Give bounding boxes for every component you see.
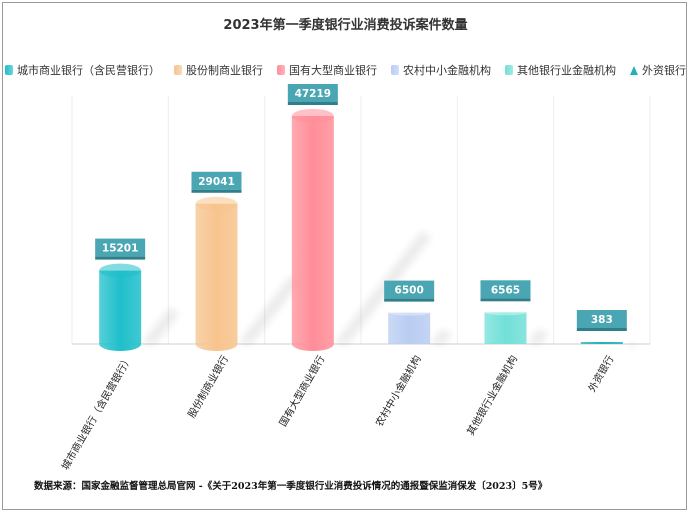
data-label-edge (576, 328, 627, 331)
bar[interactable] (99, 270, 142, 351)
bar-group[interactable]: 6565 (480, 280, 549, 344)
data-label: 6565 (491, 284, 520, 296)
bar-shadow (526, 328, 549, 344)
data-label: 47219 (295, 88, 332, 100)
chart-legend: 城市商业银行（含民营银行） 股份制商业银行 国有大型商业银行 农村中小金融机构 其他银行… (0, 62, 691, 78)
legend-label: 城市商业银行（含民营银行） (17, 64, 160, 77)
bar-top (99, 263, 142, 278)
data-label-box (191, 171, 242, 190)
bar-shadow (141, 307, 180, 344)
legend-item[interactable]: 城市商业银行（含民营银行） (5, 62, 160, 78)
x-tick-label: 城市商业银行（含民营银行） (59, 353, 135, 472)
chart-title: 2023年第一季度银行业消费投诉案件数量 (223, 18, 468, 33)
bar-top (388, 309, 431, 316)
legend-swatch (277, 65, 285, 75)
data-source-note: 数据来源：国家金融监督管理总局官网 -《关于2023年第一季度银行业消费投诉情况… (34, 481, 548, 492)
legend-swatch (5, 65, 13, 75)
data-label: 6500 (395, 285, 424, 297)
bar-top (291, 109, 334, 123)
x-tick-label: 国有大型商业银行 (276, 353, 327, 429)
legend-swatch (630, 65, 638, 75)
data-label: 29041 (198, 176, 235, 188)
bar-group[interactable]: 29041 (191, 171, 302, 352)
bar[interactable] (195, 203, 238, 352)
data-label-edge (384, 298, 435, 302)
legend-item[interactable]: 农村中小金融机构 (391, 62, 491, 78)
legend-label: 外资银行 (642, 64, 686, 77)
legend-label: 农村中小金融机构 (403, 64, 491, 77)
data-label-box (576, 310, 627, 328)
data-label-box (287, 84, 338, 102)
bar-group[interactable]: 6500 (384, 280, 453, 344)
bar-shadow (237, 274, 302, 344)
legend-item[interactable]: 外资银行 (630, 62, 686, 78)
data-label: 383 (591, 314, 613, 326)
x-tick-label: 其他银行业金融机构 (464, 353, 520, 437)
legend-label: 其他银行业金融机构 (517, 64, 616, 77)
legend-label: 股份制商业银行 (186, 64, 263, 77)
bar[interactable] (580, 342, 623, 344)
legend-swatch (505, 65, 513, 75)
data-label: 15201 (102, 243, 139, 255)
x-tick-label: 农村中小金融机构 (373, 353, 424, 429)
legend-item[interactable]: 其他银行业金融机构 (505, 62, 616, 78)
bar-group[interactable]: 383 (576, 310, 637, 350)
data-label-edge (95, 256, 146, 260)
data-label-box (95, 238, 146, 257)
bar-shadow (333, 231, 432, 344)
legend-label: 国有大型商业银行 (289, 64, 377, 77)
bar-shadow (622, 343, 637, 350)
data-label-box (480, 280, 531, 299)
x-tick-label: 股份制商业银行 (185, 353, 231, 420)
bar-group[interactable]: 47219 (287, 84, 432, 352)
data-label-box (384, 280, 435, 299)
legend-item[interactable]: 股份制商业银行 (174, 62, 263, 78)
bar-shadow (430, 328, 453, 344)
bar[interactable] (291, 116, 334, 352)
x-tick-label: 外资银行 (585, 353, 616, 394)
legend-swatch (174, 65, 182, 75)
bar[interactable] (388, 312, 431, 344)
bar-top (195, 196, 238, 211)
data-label-edge (191, 189, 242, 193)
bar-group[interactable]: 15201 (95, 238, 180, 351)
legend-swatch (391, 65, 399, 75)
bar-top (484, 309, 527, 316)
legend-item[interactable]: 国有大型商业银行 (277, 62, 377, 78)
bar[interactable] (484, 312, 527, 344)
data-label-edge (480, 298, 531, 302)
data-label-edge (287, 102, 338, 105)
